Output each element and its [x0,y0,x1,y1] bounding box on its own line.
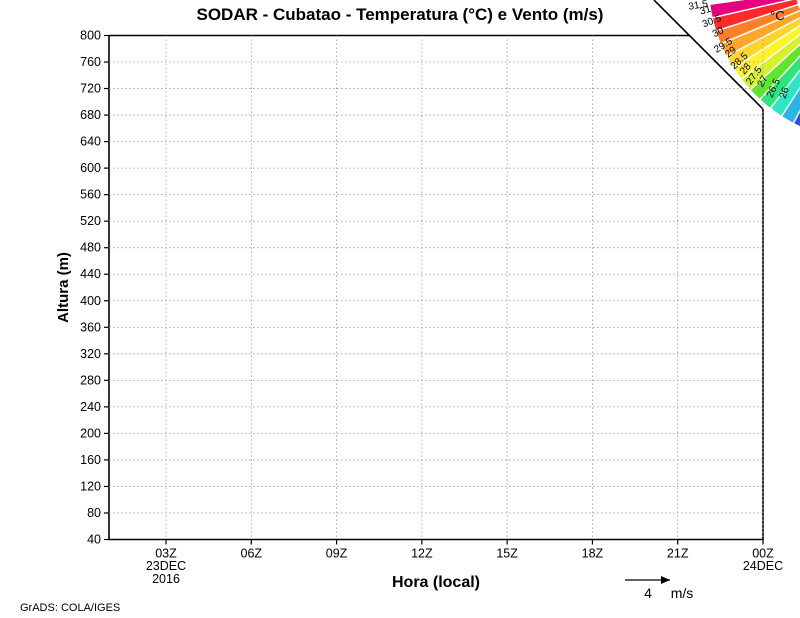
svg-text:15Z: 15Z [496,547,518,561]
svg-text:680: 680 [80,108,101,122]
svg-text:120: 120 [80,479,101,493]
svg-text:18Z: 18Z [582,547,604,561]
svg-text:240: 240 [80,400,101,414]
svg-text:00Z: 00Z [752,547,774,561]
svg-text:440: 440 [80,267,101,281]
svg-text:360: 360 [80,320,101,334]
svg-text:160: 160 [80,453,101,467]
svg-text:760: 760 [80,55,101,69]
svg-text:640: 640 [80,135,101,149]
svg-text:40: 40 [87,533,101,547]
svg-text:23DEC: 23DEC [146,559,186,573]
svg-text:80: 80 [87,506,101,520]
svg-text:320: 320 [80,347,101,361]
svg-text:SODAR - Cubatao - Temperat: SODAR - Cubatao - Temperatura (°C) e Ven… [197,5,604,24]
svg-text:03Z: 03Z [155,547,177,561]
svg-text:800: 800 [80,29,101,43]
svg-text:°C: °C [770,8,785,23]
svg-text:480: 480 [80,241,101,255]
svg-text:24DEC: 24DEC [743,559,783,573]
svg-text:GrADS: COLA/IGES: GrADS: COLA/IGES [20,602,120,614]
svg-text:Altura (m): Altura (m) [55,252,72,323]
svg-text:4: 4 [644,585,652,601]
svg-text:Hora (local): Hora (local) [392,574,480,591]
svg-text:400: 400 [80,294,101,308]
svg-text:2016: 2016 [152,572,180,586]
svg-text:200: 200 [80,426,101,440]
svg-text:280: 280 [80,373,101,387]
svg-text:06Z: 06Z [241,547,263,561]
svg-text:560: 560 [80,188,101,202]
svg-text:21Z: 21Z [667,547,689,561]
svg-text:520: 520 [80,214,101,228]
svg-text:600: 600 [80,161,101,175]
svg-text:12Z: 12Z [411,547,433,561]
svg-text:m/s: m/s [671,585,694,601]
svg-text:720: 720 [80,82,101,96]
svg-text:09Z: 09Z [326,547,348,561]
